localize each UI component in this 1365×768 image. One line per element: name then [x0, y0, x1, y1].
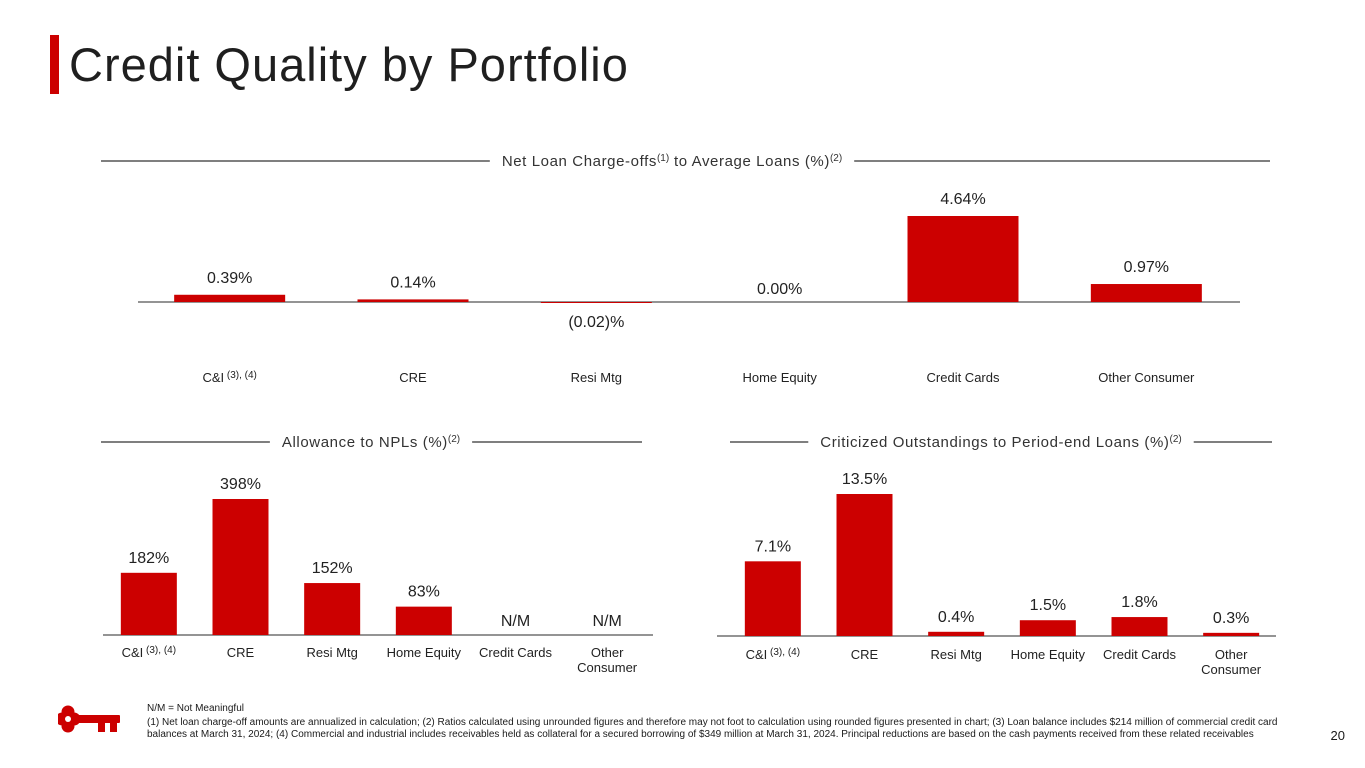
- criticized-chart-data-label: 7.1%: [755, 538, 791, 555]
- criticized-chart-category-text: CRE: [851, 647, 879, 662]
- criticized-chart-bar: [1111, 617, 1168, 636]
- ncos-chart-category-text: Credit Cards: [927, 370, 1000, 385]
- criticized-chart-data-label: 1.5%: [1030, 597, 1066, 614]
- criticized-chart-category-label: Consumer: [1201, 662, 1262, 677]
- criticized-chart-category-label: Credit Cards: [1103, 647, 1176, 662]
- criticized-chart-category-label: Home Equity: [1011, 647, 1086, 662]
- ncos-chart-bar: [540, 302, 652, 303]
- allowance-chart-data-label: N/M: [593, 613, 622, 630]
- ncos-chart-data-label: 4.64%: [940, 191, 985, 208]
- allowance-chart-category-text: C&I: [122, 645, 144, 660]
- allowance-chart-category-text: Credit Cards: [479, 645, 552, 660]
- ncos-chart-title: Net Loan Charge-offs(1) to Average Loans…: [502, 153, 842, 170]
- criticized-chart-category-text: Consumer: [1201, 662, 1262, 677]
- criticized-chart-bar: [744, 561, 801, 636]
- allowance-chart-data-label: 83%: [408, 584, 440, 601]
- criticized-chart-bar: [928, 631, 985, 636]
- ncos-chart-data-label: 0.39%: [207, 270, 252, 287]
- ncos-chart-category-label: Other Consumer: [1098, 370, 1195, 385]
- criticized-chart-data-label: 0.4%: [938, 609, 974, 626]
- allowance-chart-title-sup: (2): [448, 434, 460, 445]
- criticized-chart-bar: [836, 494, 893, 636]
- allowance-chart-category-label: Resi Mtg: [307, 645, 358, 660]
- allowance-chart-category-text: CRE: [227, 645, 255, 660]
- criticized-chart-data-label: 13.5%: [842, 471, 887, 488]
- allowance-chart-bar: [395, 606, 452, 635]
- ncos-chart-category-label: Credit Cards: [927, 370, 1000, 385]
- allowance-chart-title-part: Allowance to NPLs (%): [282, 434, 448, 451]
- ncos-chart-data-label: 0.14%: [390, 274, 435, 291]
- criticized-chart-category-label: Resi Mtg: [931, 647, 982, 662]
- criticized-chart-category-sup: (3), (4): [767, 647, 800, 658]
- ncos-chart-title-sup: (2): [830, 153, 842, 164]
- criticized-chart-category-text: Other: [1215, 647, 1248, 662]
- footnotes: (1) Net loan charge-off amounts are annu…: [147, 717, 1278, 740]
- criticized-chart-category-text: C&I: [746, 647, 768, 662]
- criticized-chart-data-label: 1.8%: [1121, 594, 1157, 611]
- ncos-chart-data-label: 0.97%: [1124, 259, 1169, 276]
- criticized-chart-category-text: Credit Cards: [1103, 647, 1176, 662]
- allowance-chart-title: Allowance to NPLs (%)(2): [282, 434, 460, 451]
- ncos-chart-bar: [907, 216, 1019, 302]
- ncos-chart-title-part: to Average Loans (%): [669, 153, 830, 170]
- ncos-chart-data-label: 0.00%: [757, 281, 802, 298]
- allowance-chart-category-sup: (3), (4): [143, 645, 176, 656]
- allowance-chart-category-text: Resi Mtg: [307, 645, 358, 660]
- ncos-chart-bar: [357, 299, 469, 302]
- allowance-chart-data-label: 152%: [312, 560, 353, 577]
- ncos-chart-category-text: CRE: [399, 370, 427, 385]
- allowance-chart-data-label: N/M: [501, 613, 530, 630]
- allowance-chart-bar: [212, 499, 269, 635]
- ncos-chart-category-sup: (3), (4): [224, 370, 257, 381]
- allowance-chart-data-label: 398%: [220, 476, 261, 493]
- criticized-chart-category-text: Home Equity: [1011, 647, 1086, 662]
- ncos-chart-data-label: (0.02)%: [568, 314, 624, 331]
- ncos-chart-bar: [174, 294, 286, 302]
- criticized-chart-category-label: Other: [1215, 647, 1248, 662]
- allowance-chart-data-label: 182%: [128, 550, 169, 567]
- nm-note: N/M = Not Meaningful: [147, 703, 244, 714]
- allowance-chart-category-text: Consumer: [577, 660, 638, 675]
- criticized-chart-title: Criticized Outstandings to Period-end Lo…: [820, 434, 1181, 451]
- ncos-chart-category-label: Resi Mtg: [571, 370, 622, 385]
- ncos-chart-category-text: Home Equity: [742, 370, 817, 385]
- allowance-chart-bar: [304, 583, 361, 635]
- ncos-chart-category-label: CRE: [399, 370, 427, 385]
- allowance-chart-category-label: C&I (3), (4): [122, 645, 176, 660]
- allowance-chart-bar: [120, 572, 177, 635]
- page-title: Credit Quality by Portfolio: [69, 38, 629, 91]
- criticized-chart-bar: [1019, 620, 1076, 636]
- allowance-chart-category-label: Consumer: [577, 660, 638, 675]
- ncos-chart-category-text: Resi Mtg: [571, 370, 622, 385]
- allowance-chart-category-label: Credit Cards: [479, 645, 552, 660]
- criticized-chart-title-part: Criticized Outstandings to Period-end Lo…: [820, 434, 1169, 451]
- criticized-chart-category-label: CRE: [851, 647, 879, 662]
- allowance-chart-category-label: Other: [591, 645, 624, 660]
- allowance-chart-category-label: CRE: [227, 645, 255, 660]
- ncos-chart-category-label: Home Equity: [742, 370, 817, 385]
- criticized-chart-data-label: 0.3%: [1213, 610, 1249, 627]
- page-number: 20: [1330, 728, 1345, 743]
- allowance-chart-category-text: Other: [591, 645, 624, 660]
- criticized-chart-title-sup: (2): [1169, 434, 1181, 445]
- title-accent-bar: [50, 35, 59, 94]
- key-logo-icon: [58, 705, 120, 733]
- ncos-chart-category-text: C&I: [202, 370, 224, 385]
- ncos-chart-title-sup: (1): [657, 153, 669, 164]
- allowance-chart-category-label: Home Equity: [387, 645, 462, 660]
- criticized-chart-bar: [1203, 632, 1260, 636]
- allowance-chart-category-text: Home Equity: [387, 645, 462, 660]
- ncos-chart-category-label: C&I (3), (4): [202, 370, 256, 385]
- ncos-chart-bar: [1090, 284, 1202, 302]
- ncos-chart-category-text: Other Consumer: [1098, 370, 1195, 385]
- criticized-chart-category-label: C&I (3), (4): [746, 647, 800, 662]
- ncos-chart-title-part: Net Loan Charge-offs: [502, 153, 657, 170]
- criticized-chart-category-text: Resi Mtg: [931, 647, 982, 662]
